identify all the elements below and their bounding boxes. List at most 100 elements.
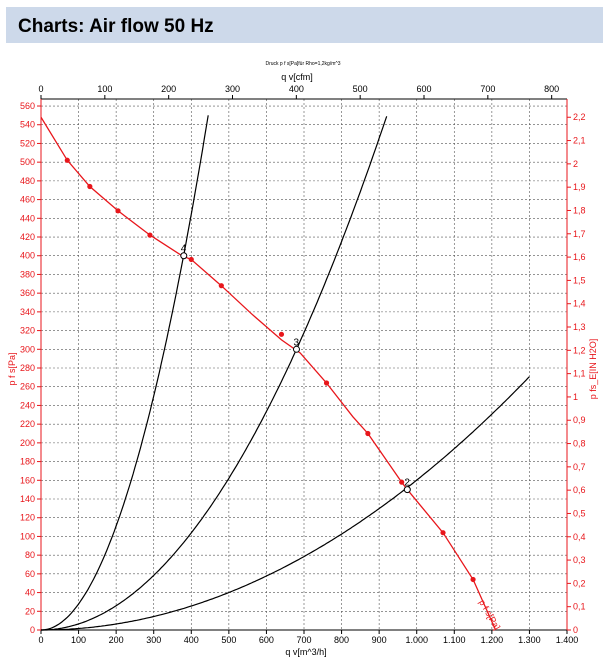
top-tick-label: 800 xyxy=(544,84,559,94)
right-tick-label: 0,5 xyxy=(573,508,586,518)
left-tick-label: 320 xyxy=(20,326,35,336)
bottom-tick-label: 0 xyxy=(38,635,43,645)
top-tick-label: 200 xyxy=(161,84,176,94)
left-tick-label: 300 xyxy=(20,344,35,354)
right-tick-label: 1,5 xyxy=(573,275,586,285)
fan-curve-marker xyxy=(399,479,405,485)
bottom-axis-label: q v[m^3/h] xyxy=(285,647,326,657)
right-tick-label: 1,3 xyxy=(573,322,586,332)
fan-curve-marker xyxy=(115,208,121,214)
top-tick-label: 700 xyxy=(480,84,495,94)
system-curve xyxy=(41,116,388,631)
fan-curve-label: p f s[Pa] xyxy=(477,598,502,632)
left-tick-label: 440 xyxy=(20,213,35,223)
operating-point xyxy=(403,486,411,494)
bottom-tick-label: 1.000 xyxy=(405,635,428,645)
left-tick-label: 220 xyxy=(20,419,35,429)
right-tick-label: 0,9 xyxy=(573,415,586,425)
left-tick-label: 280 xyxy=(20,363,35,373)
left-tick-label: 260 xyxy=(20,382,35,392)
left-tick-label: 60 xyxy=(25,569,35,579)
top-tick-label: 0 xyxy=(38,84,43,94)
bottom-tick-label: 400 xyxy=(184,635,199,645)
bottom-tick-label: 1.100 xyxy=(443,635,466,645)
left-tick-label: 460 xyxy=(20,195,35,205)
fan-curve-marker xyxy=(470,576,476,583)
left-tick-label: 140 xyxy=(20,494,35,504)
left-tick-label: 420 xyxy=(20,232,35,242)
left-tick-label: 540 xyxy=(20,120,35,130)
bottom-tick-label: 1.300 xyxy=(518,635,541,645)
page-title: Charts: Air flow 50 Hz xyxy=(18,16,214,37)
right-tick-label: 0,1 xyxy=(573,602,586,612)
right-tick-label: 0,2 xyxy=(573,578,586,588)
right-tick-label: 0,4 xyxy=(573,532,586,542)
fan-curve-marker xyxy=(218,283,224,289)
fan-curve-marker xyxy=(64,157,70,163)
bottom-tick-label: 100 xyxy=(71,635,86,645)
bottom-tick-label: 300 xyxy=(146,635,161,645)
operating-point xyxy=(292,345,300,353)
header-bar: Charts: Air flow 50 Hz xyxy=(6,7,603,43)
left-tick-label: 380 xyxy=(20,269,35,279)
top-tick-label: 600 xyxy=(416,84,431,94)
bottom-tick-label: 1.400 xyxy=(556,635,579,645)
fan-curve-marker xyxy=(87,183,93,190)
left-tick-label: 240 xyxy=(20,400,35,410)
bottom-tick-label: 700 xyxy=(296,635,311,645)
system-curve xyxy=(41,376,530,631)
right-tick-label: 1,8 xyxy=(573,205,586,215)
bottom-tick-label: 1.200 xyxy=(481,635,504,645)
fan-curve-marker xyxy=(323,380,330,386)
right-tick-label: 1,6 xyxy=(573,252,586,262)
fan-curve xyxy=(40,116,497,631)
left-tick-label: 200 xyxy=(20,438,35,448)
fan-curve-marker xyxy=(278,331,285,337)
left-tick-label: 100 xyxy=(20,531,35,541)
left-tick-label: 340 xyxy=(20,307,35,317)
right-tick-label: 1,9 xyxy=(573,182,586,192)
top-tick-label: 300 xyxy=(225,84,240,94)
fan-curve-marker xyxy=(365,430,371,437)
fan-curve-marker xyxy=(440,530,446,536)
left-tick-label: 120 xyxy=(20,513,35,523)
system-curve xyxy=(40,115,209,631)
left-tick-label: 0 xyxy=(30,625,35,635)
right-tick-label: 2,2 xyxy=(573,112,586,122)
right-tick-label: 2,1 xyxy=(573,136,586,146)
right-tick-label: 0 xyxy=(573,625,578,635)
left-axis-label: p f s[Pa] xyxy=(7,352,17,385)
left-tick-label: 400 xyxy=(20,251,35,261)
fan-curve-marker xyxy=(147,232,153,238)
right-tick-label: 0,3 xyxy=(573,555,586,565)
right-tick-label: 0,8 xyxy=(573,439,586,449)
operating-point xyxy=(180,252,188,260)
left-tick-label: 500 xyxy=(20,157,35,167)
right-tick-label: 1,1 xyxy=(573,369,586,379)
operating-point-label: 4 xyxy=(181,244,187,255)
left-tick-label: 560 xyxy=(20,101,35,111)
right-tick-label: 1 xyxy=(573,392,578,402)
right-tick-label: 0,6 xyxy=(573,485,586,495)
right-axis-label: p fs_E[IN H2O] xyxy=(588,339,598,400)
right-tick-label: 1,2 xyxy=(573,345,586,355)
right-tick-label: 2 xyxy=(573,159,578,169)
left-tick-label: 180 xyxy=(20,457,35,467)
top-axis-label: q v[cfm] xyxy=(281,72,313,82)
left-tick-label: 360 xyxy=(20,288,35,298)
left-tick-label: 20 xyxy=(25,606,35,616)
left-tick-label: 520 xyxy=(20,138,35,148)
operating-point-label: 3 xyxy=(293,337,299,348)
top-tick-label: 500 xyxy=(353,84,368,94)
left-tick-label: 80 xyxy=(25,550,35,560)
bottom-tick-label: 800 xyxy=(334,635,349,645)
left-tick-label: 40 xyxy=(25,588,35,598)
bottom-tick-label: 200 xyxy=(109,635,124,645)
left-tick-label: 160 xyxy=(20,475,35,485)
bottom-tick-label: 600 xyxy=(259,635,274,645)
fan-curve-marker xyxy=(188,256,194,263)
operating-point-label: 2 xyxy=(404,478,410,489)
top-tick-label: 400 xyxy=(289,84,304,94)
right-tick-label: 1,4 xyxy=(573,299,586,309)
